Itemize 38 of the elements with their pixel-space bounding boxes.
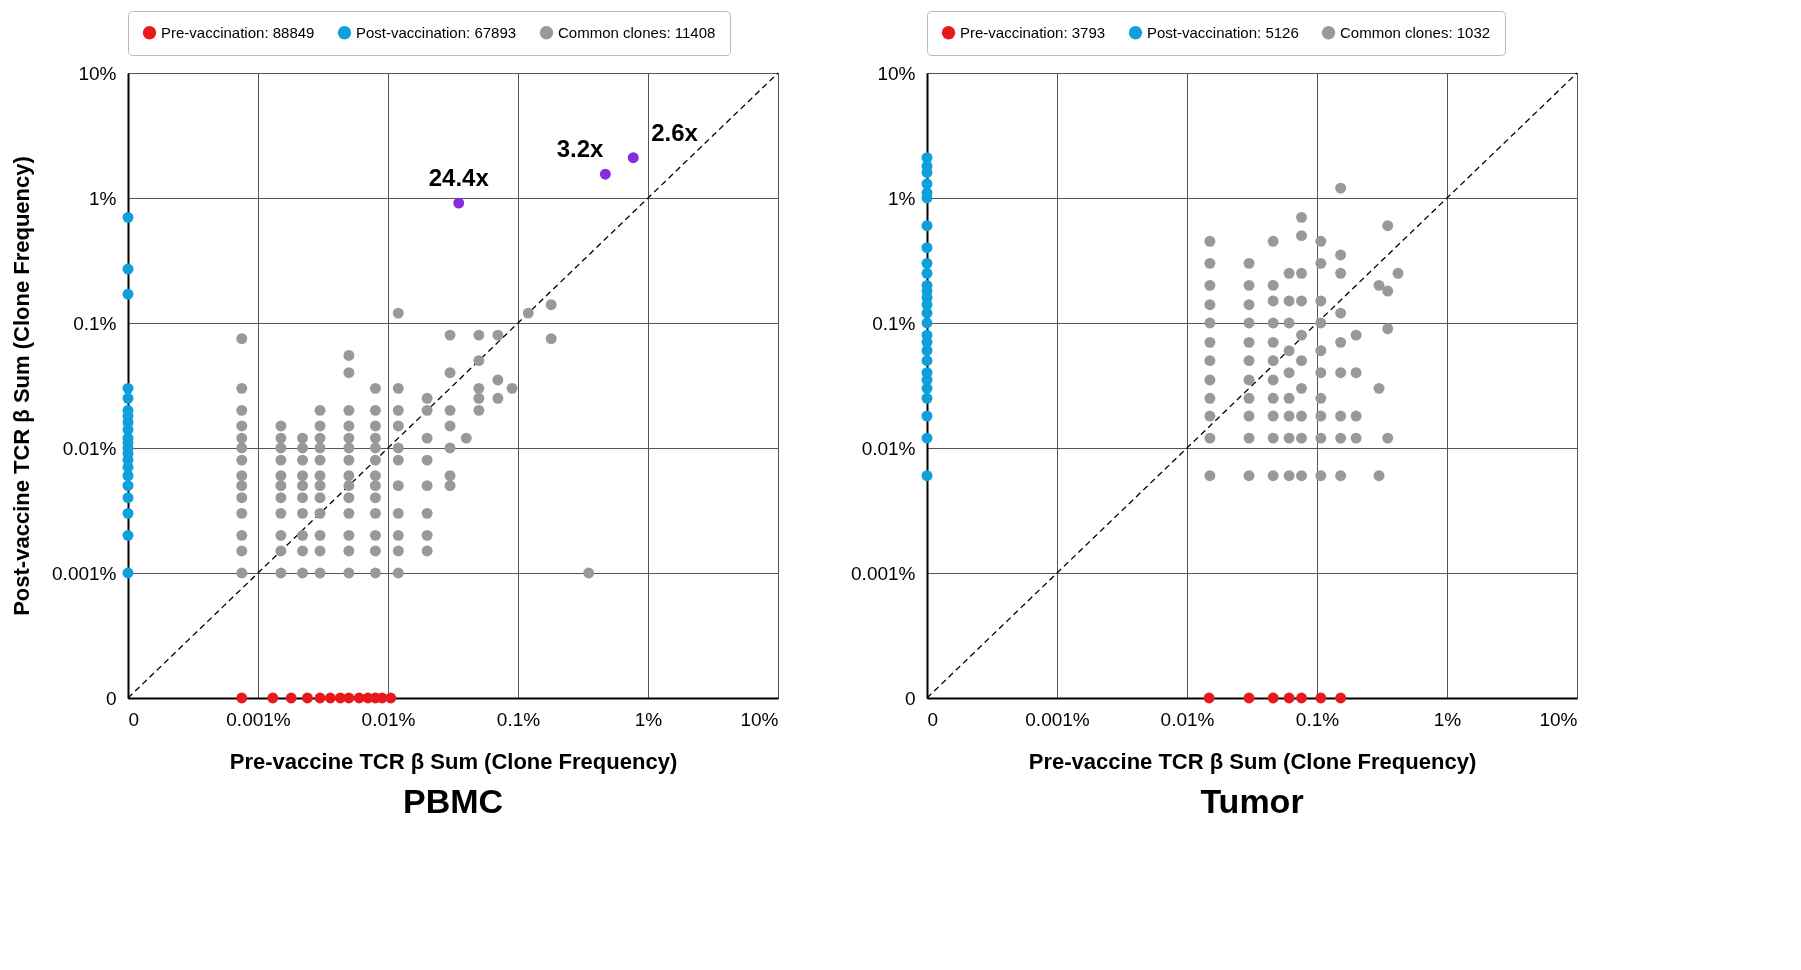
annotation: 24.4x [428, 164, 490, 192]
y-tick-label: 0.01% [62, 437, 117, 459]
legend-label: Common clones: 11408 [558, 23, 716, 41]
x-tick-label: 0.1% [496, 708, 541, 730]
x-tick-label: 0 [128, 708, 140, 730]
text: Tumor [1200, 782, 1304, 820]
x-tick-label: 0.001% [226, 708, 291, 730]
legend-label: Post-vaccination: 67893 [356, 23, 517, 41]
y-tick-label: 0.1% [73, 312, 117, 334]
y-tick-label: 1% [888, 187, 916, 209]
x-tick-label: 0.001% [1025, 708, 1090, 730]
x-tick-label: 0.1% [1295, 708, 1340, 730]
y-tick-label: 1% [89, 187, 117, 209]
x-tick-label: 10% [1539, 708, 1578, 730]
legend-label: Pre-vaccination: 3793 [960, 23, 1106, 41]
x-axis-title: Pre-vaccine TCR β Sum (Clone Frequency) [1028, 748, 1477, 774]
y-tick-label: 0 [904, 687, 916, 709]
x-axis-title: Pre-vaccine TCR β Sum (Clone Frequency) [229, 748, 678, 774]
y-tick-label: 0 [105, 687, 117, 709]
x-tick-label: 0.01% [361, 708, 416, 730]
legend-label: Common clones: 1032 [1340, 23, 1491, 41]
y-tick-label: 10% [78, 62, 117, 84]
y-tick-label: 0.1% [872, 312, 916, 334]
x-tick-label: 10% [740, 708, 779, 730]
legend-label: Post-vaccination: 5126 [1147, 23, 1299, 41]
x-tick-label: 0.01% [1160, 708, 1215, 730]
x-tick-label: 1% [1433, 708, 1462, 730]
legend-label: Pre-vaccination: 88849 [161, 23, 315, 41]
y-axis-title: Post-vaccine TCR β Sum (Clone Frequency) [9, 156, 35, 616]
y-tick-label: 0.001% [52, 562, 117, 584]
y-tick-label: 0.01% [861, 437, 916, 459]
annotation: 2.6x [651, 118, 699, 146]
x-tick-label: 0 [927, 708, 939, 730]
x-tick-label: 1% [634, 708, 663, 730]
text: PBMC [402, 782, 504, 820]
annotation: 3.2x [556, 135, 605, 163]
y-tick-label: 0.001% [851, 562, 916, 584]
y-tick-label: 10% [877, 62, 916, 84]
